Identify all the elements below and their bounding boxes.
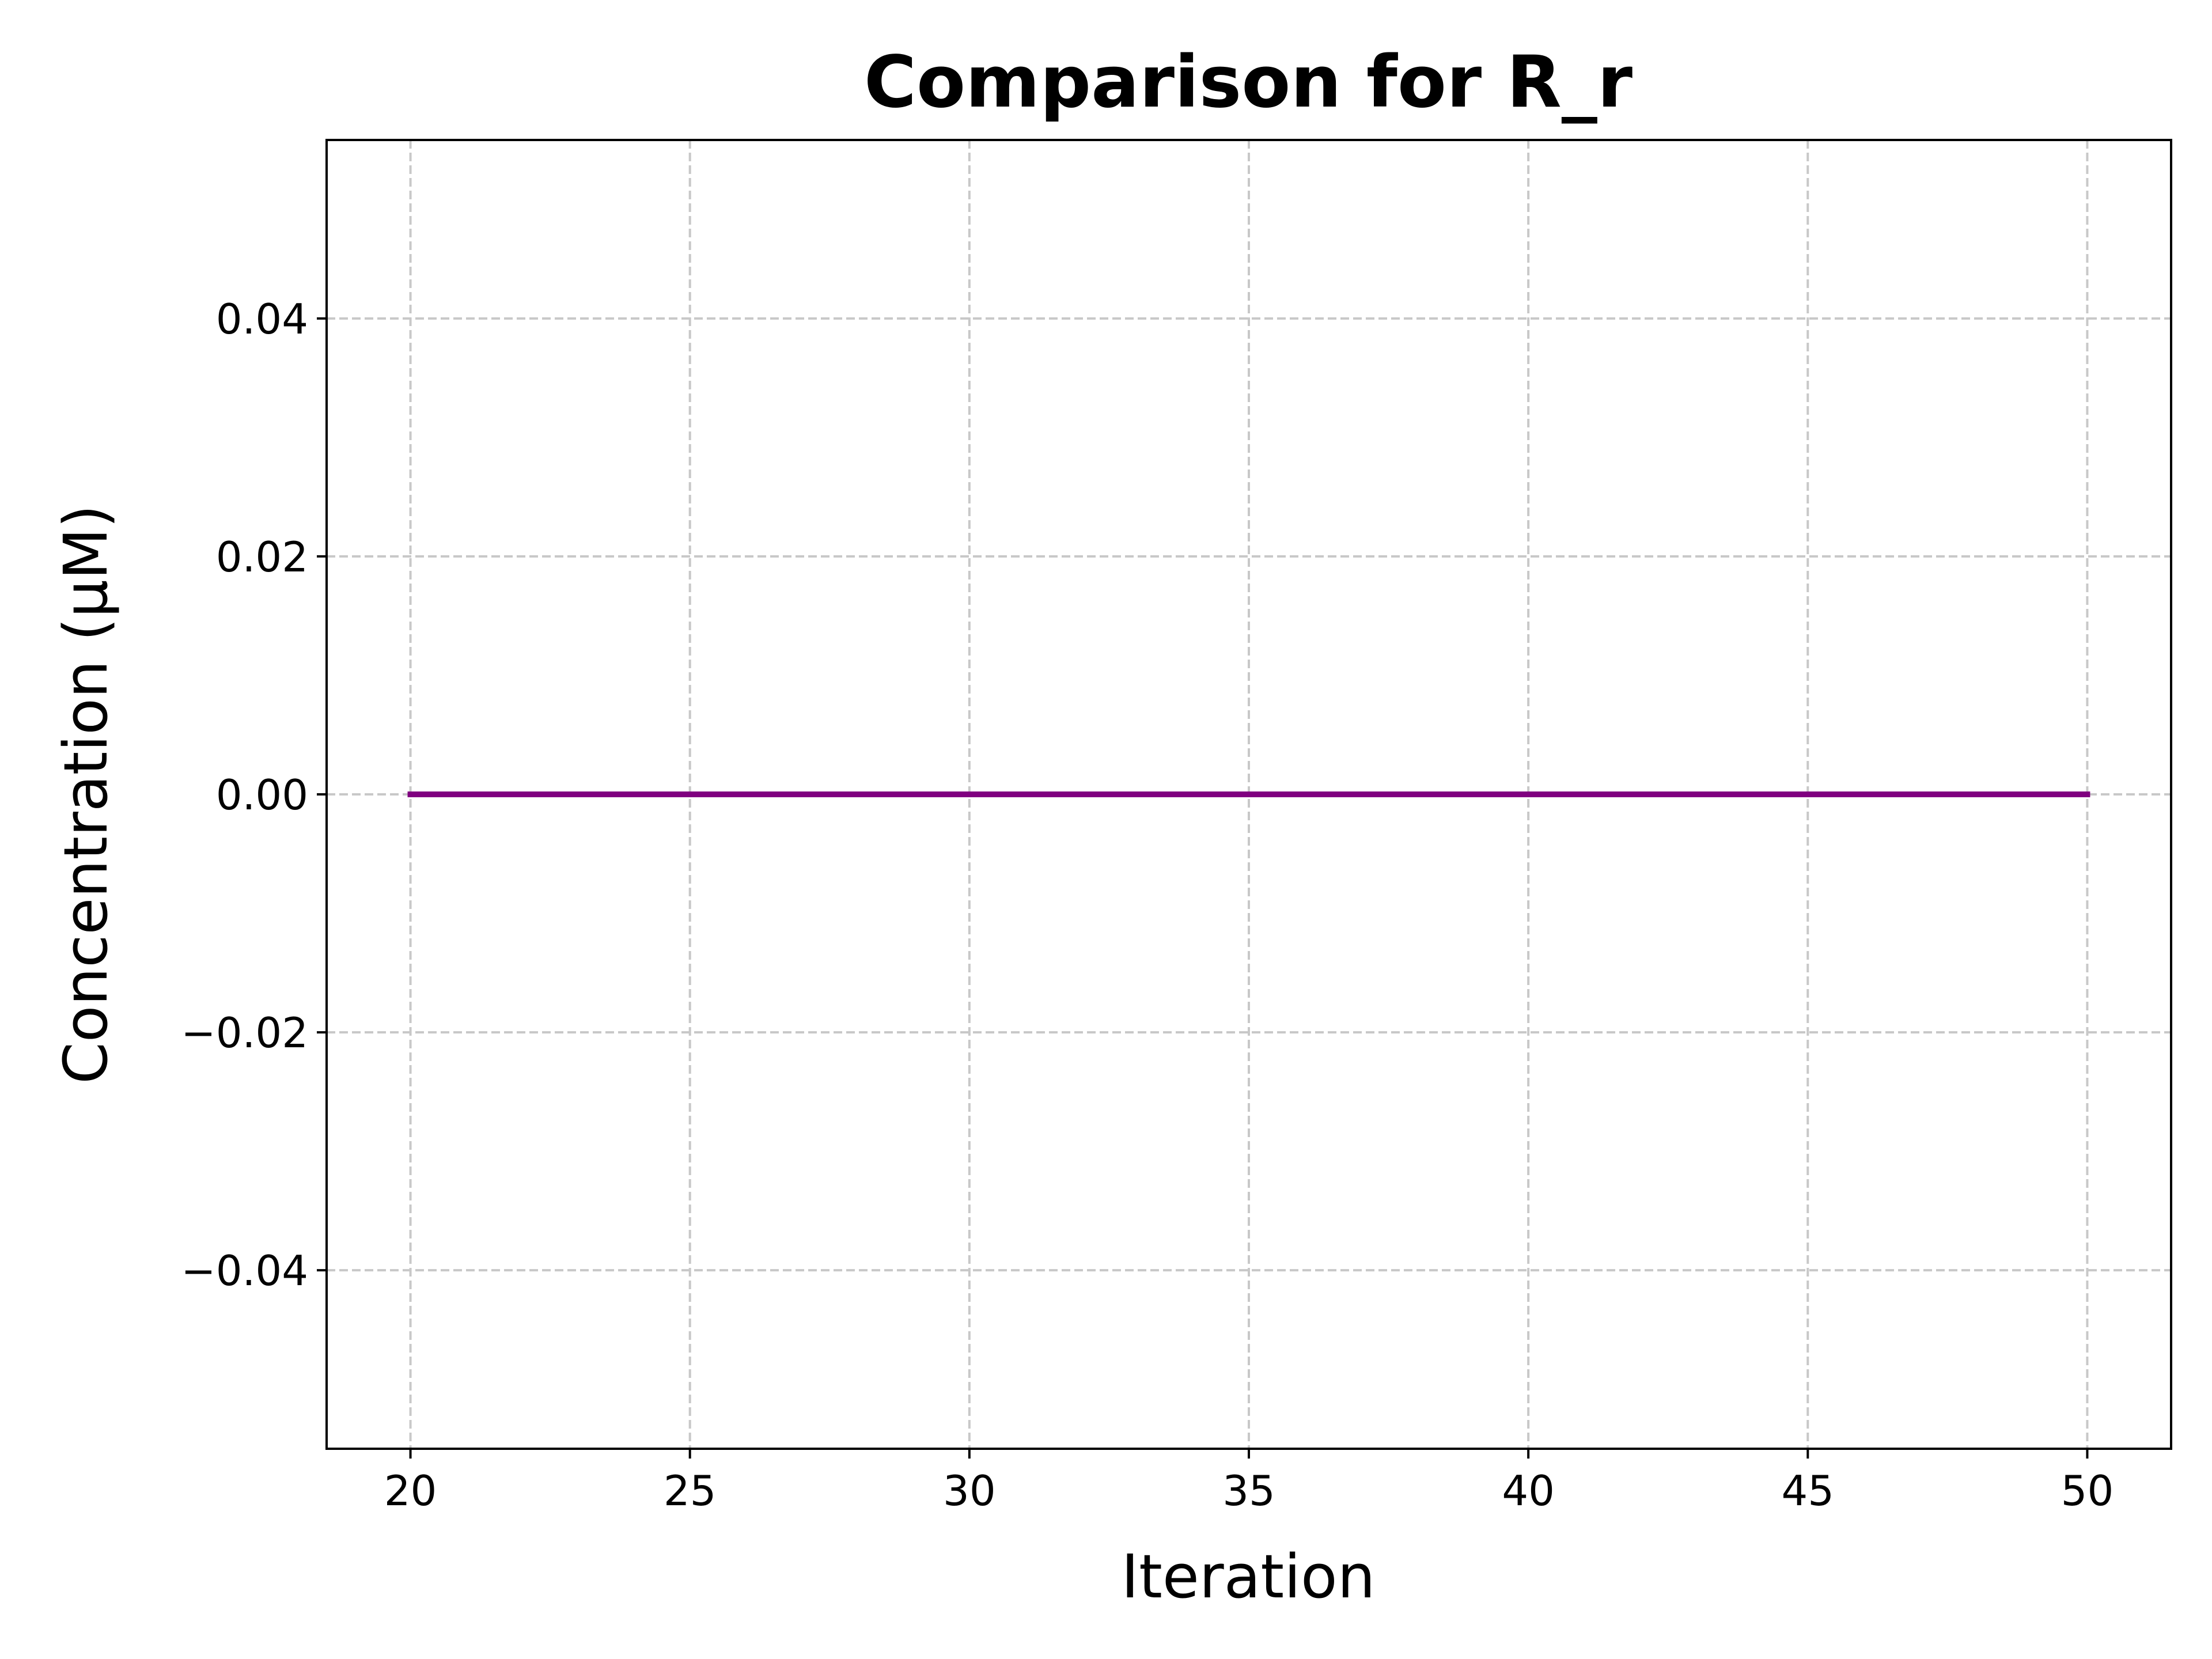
y-tick-label: 0.04 — [216, 295, 308, 343]
y-tick-label: 0.02 — [216, 533, 308, 581]
x-tick-label: 50 — [2061, 1467, 2114, 1515]
y-axis-label: Concentration (μM) — [51, 505, 121, 1084]
chart-title: Comparison for R_r — [864, 41, 1633, 124]
x-tick-label: 45 — [1781, 1467, 1834, 1515]
x-axis-ticks: 20 25 30 35 40 45 50 — [384, 1449, 2114, 1515]
y-tick-label: −0.04 — [181, 1247, 308, 1295]
x-tick-label: 40 — [1502, 1467, 1555, 1515]
y-tick-label: −0.02 — [181, 1009, 308, 1057]
y-tick-label: 0.00 — [216, 771, 308, 819]
x-tick-label: 35 — [1222, 1467, 1275, 1515]
x-tick-label: 20 — [384, 1467, 437, 1515]
y-axis-ticks: −0.04 −0.02 0.00 0.02 0.04 — [181, 295, 327, 1295]
x-axis-label: Iteration — [1121, 1541, 1375, 1612]
x-tick-label: 30 — [943, 1467, 996, 1515]
x-tick-label: 25 — [664, 1467, 717, 1515]
